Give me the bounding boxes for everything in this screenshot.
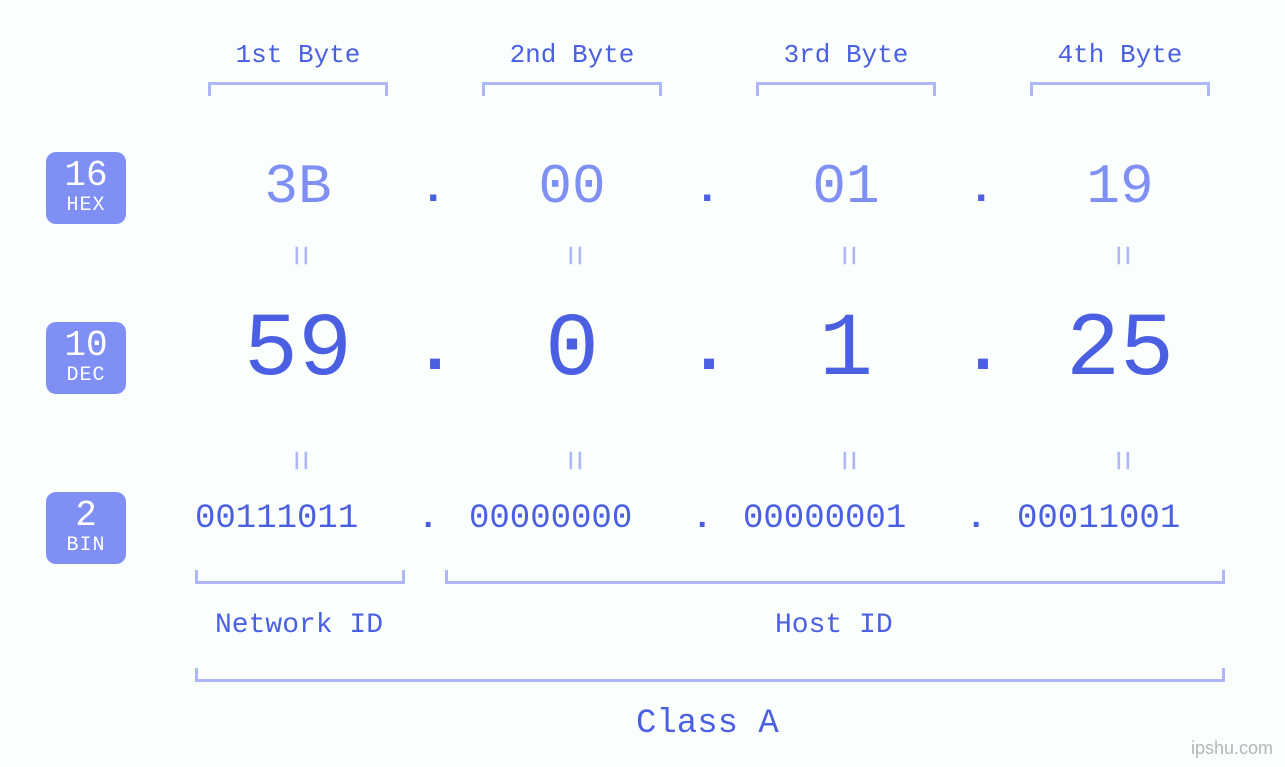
equals-hex-dec-3: = xyxy=(826,245,867,267)
hex-byte-3: 01 xyxy=(746,155,946,219)
badge-bin: 2 BIN xyxy=(46,492,126,564)
bin-byte-1: 00111011 xyxy=(195,500,358,538)
class-bracket xyxy=(195,668,1225,682)
hex-dot-3: . xyxy=(968,165,994,215)
top-bracket-2 xyxy=(482,82,662,96)
badge-dec: 10 DEC xyxy=(46,322,126,394)
host-id-bracket xyxy=(445,570,1225,584)
hex-byte-4: 19 xyxy=(1020,155,1220,219)
equals-dec-bin-1: = xyxy=(278,450,319,472)
bin-dot-1: . xyxy=(418,500,438,538)
byte-label-3: 3rd Byte xyxy=(746,40,946,70)
equals-dec-bin-3: = xyxy=(826,450,867,472)
hex-dot-1: . xyxy=(420,165,446,215)
host-id-label: Host ID xyxy=(775,610,893,641)
top-bracket-1 xyxy=(208,82,388,96)
hex-dot-2: . xyxy=(694,165,720,215)
bin-byte-3: 00000001 xyxy=(743,500,906,538)
watermark: ipshu.com xyxy=(1191,738,1273,759)
equals-dec-bin-4: = xyxy=(1100,450,1141,472)
dec-byte-2: 0 xyxy=(457,300,687,402)
badge-hex: 16 HEX xyxy=(46,152,126,224)
bin-byte-4: 00011001 xyxy=(1017,500,1180,538)
bin-dot-2: . xyxy=(692,500,712,538)
network-id-bracket xyxy=(195,570,405,584)
network-id-label: Network ID xyxy=(215,610,383,641)
byte-label-1: 1st Byte xyxy=(198,40,398,70)
hex-byte-1: 3B xyxy=(198,155,398,219)
class-label: Class A xyxy=(636,705,779,743)
badge-hex-abbr: HEX xyxy=(46,196,126,216)
equals-hex-dec-1: = xyxy=(278,245,319,267)
byte-label-4: 4th Byte xyxy=(1020,40,1220,70)
dec-dot-1: . xyxy=(414,312,456,391)
badge-bin-abbr: BIN xyxy=(46,536,126,556)
badge-dec-abbr: DEC xyxy=(46,366,126,386)
badge-bin-base: 2 xyxy=(46,498,126,534)
dec-byte-4: 25 xyxy=(1005,300,1235,402)
bin-dot-3: . xyxy=(966,500,986,538)
dec-byte-1: 59 xyxy=(183,300,413,402)
top-bracket-3 xyxy=(756,82,936,96)
equals-dec-bin-2: = xyxy=(552,450,593,472)
badge-hex-base: 16 xyxy=(46,158,126,194)
equals-hex-dec-2: = xyxy=(552,245,593,267)
dec-byte-3: 1 xyxy=(731,300,961,402)
dec-dot-2: . xyxy=(688,312,730,391)
byte-label-2: 2nd Byte xyxy=(472,40,672,70)
bin-byte-2: 00000000 xyxy=(469,500,632,538)
top-bracket-4 xyxy=(1030,82,1210,96)
equals-hex-dec-4: = xyxy=(1100,245,1141,267)
hex-byte-2: 00 xyxy=(472,155,672,219)
dec-dot-3: . xyxy=(962,312,1004,391)
badge-dec-base: 10 xyxy=(46,328,126,364)
